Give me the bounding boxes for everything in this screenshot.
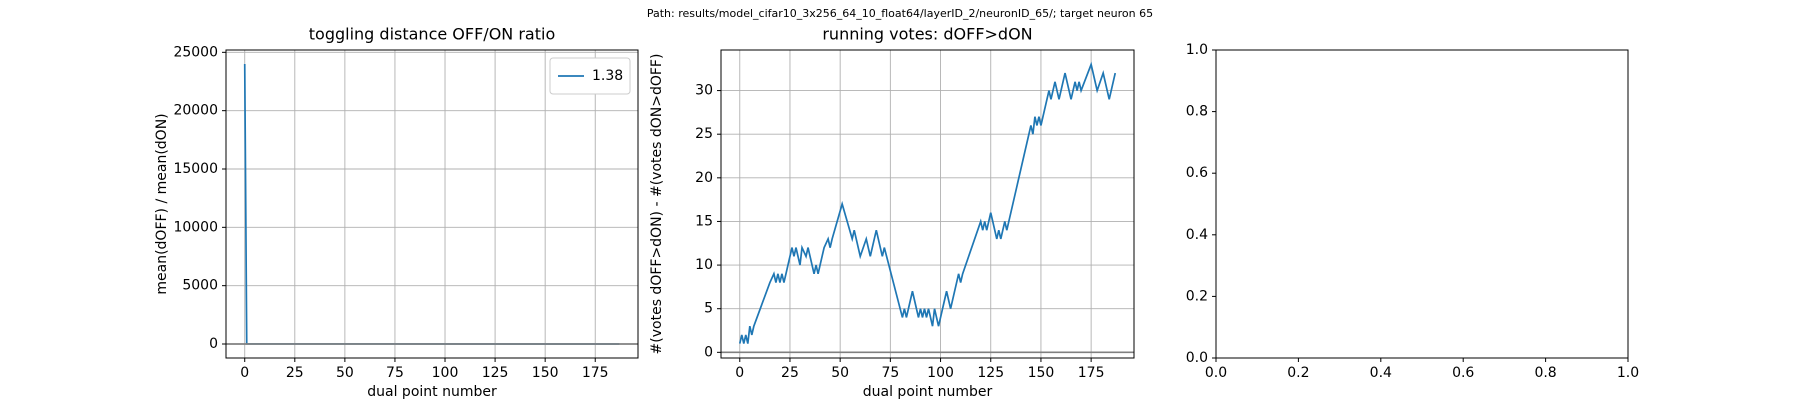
x-tick-label: 0.4: [1370, 365, 1392, 381]
y-tick-label: 25000: [173, 44, 218, 60]
legend-label: 1.38: [592, 68, 623, 84]
y-tick-label: 5: [704, 301, 713, 317]
axes-frame: [1215, 49, 1629, 359]
y-axis-label: #(votes dOFF>dON) - #(votes dON>dOFF): [649, 54, 665, 355]
y-tick-label: 5000: [182, 278, 218, 294]
x-tick-label: 125: [977, 365, 1004, 381]
y-tick-label: 0: [209, 336, 218, 352]
y-tick-label: 1.0: [1186, 42, 1208, 58]
chart-title: toggling distance OFF/ON ratio: [309, 25, 555, 44]
x-tick-label: 125: [482, 365, 509, 381]
axes-frame: [720, 49, 1135, 359]
y-tick-label: 10: [695, 257, 713, 273]
x-tick-label: 0.8: [1534, 365, 1556, 381]
x-tick-label: 175: [582, 365, 609, 381]
x-tick-label: 50: [831, 365, 849, 381]
x-tick-label: 175: [1078, 365, 1105, 381]
x-tick-label: 100: [927, 365, 954, 381]
y-tick-label: 10000: [173, 219, 218, 235]
y-axis-label: mean(dOFF) / mean(dON): [154, 113, 170, 294]
y-tick-label: 0.4: [1186, 227, 1208, 243]
figure-title: Path: results/model_cifar10_3x256_64_10_…: [647, 7, 1153, 20]
y-tick-label: 25: [695, 126, 713, 142]
y-tick-label: 15: [695, 213, 713, 229]
x-tick-label: 0: [735, 365, 744, 381]
x-tick-label: 25: [781, 365, 799, 381]
y-tick-label: 20: [695, 170, 713, 186]
x-tick-label: 0.2: [1287, 365, 1309, 381]
x-tick-label: 150: [1028, 365, 1055, 381]
x-axis-label: dual point number: [863, 384, 993, 400]
y-tick-label: 0.6: [1186, 165, 1208, 181]
x-tick-label: 0.0: [1205, 365, 1227, 381]
legend-box: [549, 57, 631, 95]
y-tick-label: 0: [704, 344, 713, 360]
x-axis-label: dual point number: [367, 384, 497, 400]
y-tick-label: 20000: [173, 103, 218, 119]
y-tick-label: 30: [695, 83, 713, 99]
y-tick-label: 0.8: [1186, 104, 1208, 120]
x-tick-label: 1.0: [1617, 365, 1639, 381]
x-tick-label: 25: [286, 365, 304, 381]
x-tick-label: 75: [881, 365, 899, 381]
y-tick-label: 0.0: [1186, 350, 1208, 366]
y-tick-label: 15000: [173, 161, 218, 177]
x-tick-label: 0.6: [1452, 365, 1474, 381]
x-tick-label: 100: [432, 365, 459, 381]
x-tick-label: 75: [386, 365, 404, 381]
x-tick-label: 0: [240, 365, 249, 381]
x-tick-label: 150: [532, 365, 559, 381]
y-tick-label: 0.2: [1186, 288, 1208, 304]
x-tick-label: 50: [336, 365, 354, 381]
chart-title: running votes: dOFF>dON: [822, 25, 1032, 44]
data-line: [243, 63, 620, 345]
data-line: [738, 61, 1117, 344]
axes-frame: [225, 49, 639, 359]
